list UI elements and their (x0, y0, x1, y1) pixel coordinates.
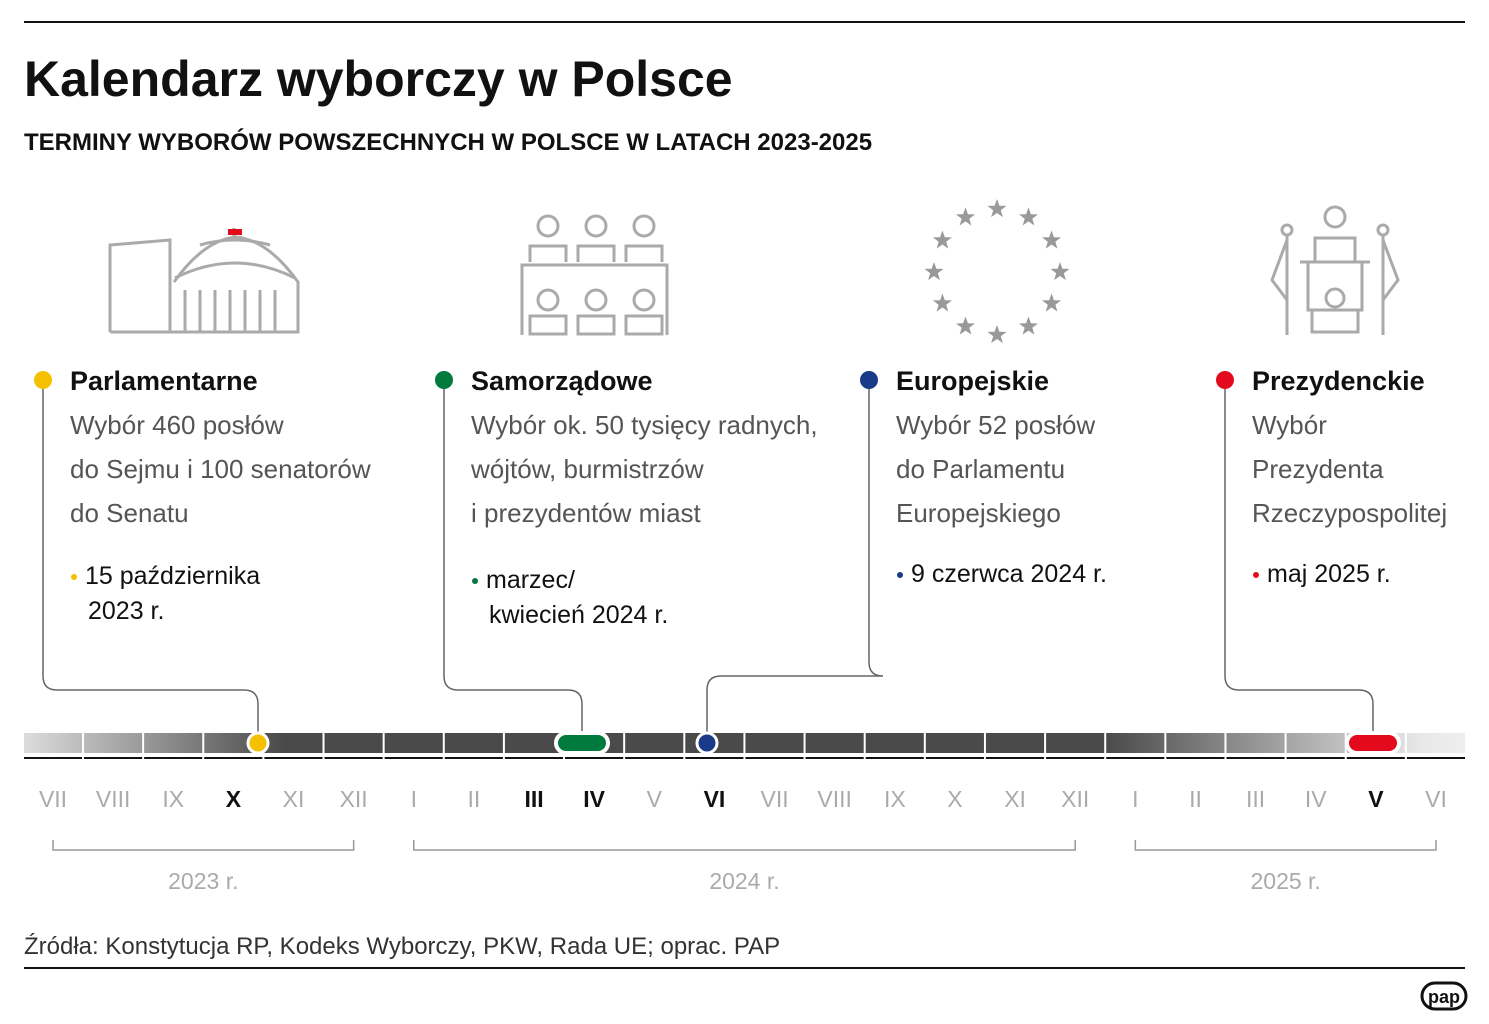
month-label: IX (884, 786, 906, 812)
date-bullet (472, 578, 478, 584)
month-label: IX (162, 786, 184, 812)
timeline-marker (554, 731, 610, 755)
date-bullet (897, 572, 903, 578)
election-description: do Senatu (70, 498, 189, 528)
timeline-marker (695, 731, 719, 755)
connector (42, 380, 259, 743)
council-icon (520, 214, 669, 336)
month-label: IV (583, 786, 605, 812)
legend-dot (860, 371, 878, 389)
month-label: XI (283, 786, 305, 812)
sejm-icon (108, 228, 300, 334)
election-name: Prezydenckie (1252, 366, 1425, 396)
star (956, 316, 975, 335)
connector (1224, 380, 1374, 743)
month-label: X (226, 786, 242, 812)
connector (443, 380, 583, 743)
timeline-marker (1345, 731, 1401, 755)
legend-dot (435, 371, 453, 389)
logo-frame (1420, 981, 1468, 1011)
election-description: Wybór 460 posłów (70, 410, 284, 440)
election-date: 15 października (85, 562, 260, 590)
month-label: VII (760, 786, 788, 812)
source: Źródła: Konstytucja RP, Kodeks Wyborczy,… (24, 933, 780, 960)
star (1050, 262, 1070, 281)
president-icon (1270, 205, 1400, 335)
star (932, 230, 952, 249)
star (932, 293, 952, 312)
star (987, 199, 1007, 218)
election-description: do Sejmu i 100 senatorów (70, 454, 371, 484)
month-label: II (468, 786, 481, 812)
star (956, 207, 975, 226)
month-label: VIII (817, 786, 852, 812)
star (924, 262, 944, 281)
month-label: III (1246, 786, 1265, 812)
month-label: IV (1305, 786, 1327, 812)
month-label: II (1189, 786, 1202, 812)
election-description: Wybór 52 posłów (896, 410, 1095, 440)
month-label: I (1132, 786, 1138, 812)
star (1019, 316, 1038, 335)
legend-dot (1216, 371, 1234, 389)
election-description: Wybór (1252, 410, 1327, 440)
election-description: Prezydenta (1252, 454, 1384, 484)
election-name: Europejskie (896, 366, 1049, 396)
year-bracket (413, 840, 1076, 851)
election-description: Rzeczypospolitej (1252, 498, 1447, 528)
subtitle: TERMINY WYBORÓW POWSZECHNYCH W POLSCE W … (24, 128, 872, 156)
date-bullet (71, 574, 77, 580)
election-name: Parlamentarne (70, 366, 258, 396)
year-label: 2024 r. (709, 868, 779, 894)
star (1042, 293, 1062, 312)
month-label: VII (39, 786, 67, 812)
election-description: wójtów, burmistrzów (470, 454, 704, 484)
star (1042, 230, 1062, 249)
month-label: X (947, 786, 962, 812)
election-description: do Parlamentu (896, 454, 1065, 484)
star (987, 325, 1007, 344)
month-label: VI (1425, 786, 1447, 812)
election-date: 2023 r. (88, 597, 164, 625)
date-bullet (1253, 572, 1259, 578)
year-label: 2023 r. (168, 868, 238, 894)
legend-dot (34, 371, 52, 389)
star (1019, 207, 1038, 226)
month-label: VI (704, 786, 726, 812)
month-label: XI (1004, 786, 1026, 812)
year-label: 2025 r. (1250, 868, 1320, 894)
election-description: Europejskiego (896, 498, 1061, 528)
title: Kalendarz wyborczy w Polsce (24, 51, 733, 107)
election-description: Wybór ok. 50 tysięcy radnych, (471, 410, 818, 440)
year-bracket (52, 840, 355, 851)
election-description: i prezydentów miast (471, 498, 702, 528)
month-label: V (647, 786, 663, 812)
timeline-marker (246, 731, 270, 755)
connector (706, 380, 884, 743)
month-label: VIII (96, 786, 131, 812)
election-date: 9 czerwca 2024 r. (911, 560, 1107, 588)
month-label: XII (1061, 786, 1089, 812)
election-name: Samorządowe (471, 366, 653, 396)
logo: pap (1428, 987, 1460, 1007)
year-bracket (1134, 840, 1437, 851)
election-date: maj 2025 r. (1267, 560, 1391, 588)
month-label: XII (340, 786, 368, 812)
election-date: kwiecień 2024 r. (489, 601, 668, 629)
month-label: V (1368, 786, 1384, 812)
election-date: marzec/ (486, 566, 575, 594)
month-label: III (524, 786, 543, 812)
eu-stars-icon (924, 199, 1070, 344)
month-label: I (411, 786, 417, 812)
